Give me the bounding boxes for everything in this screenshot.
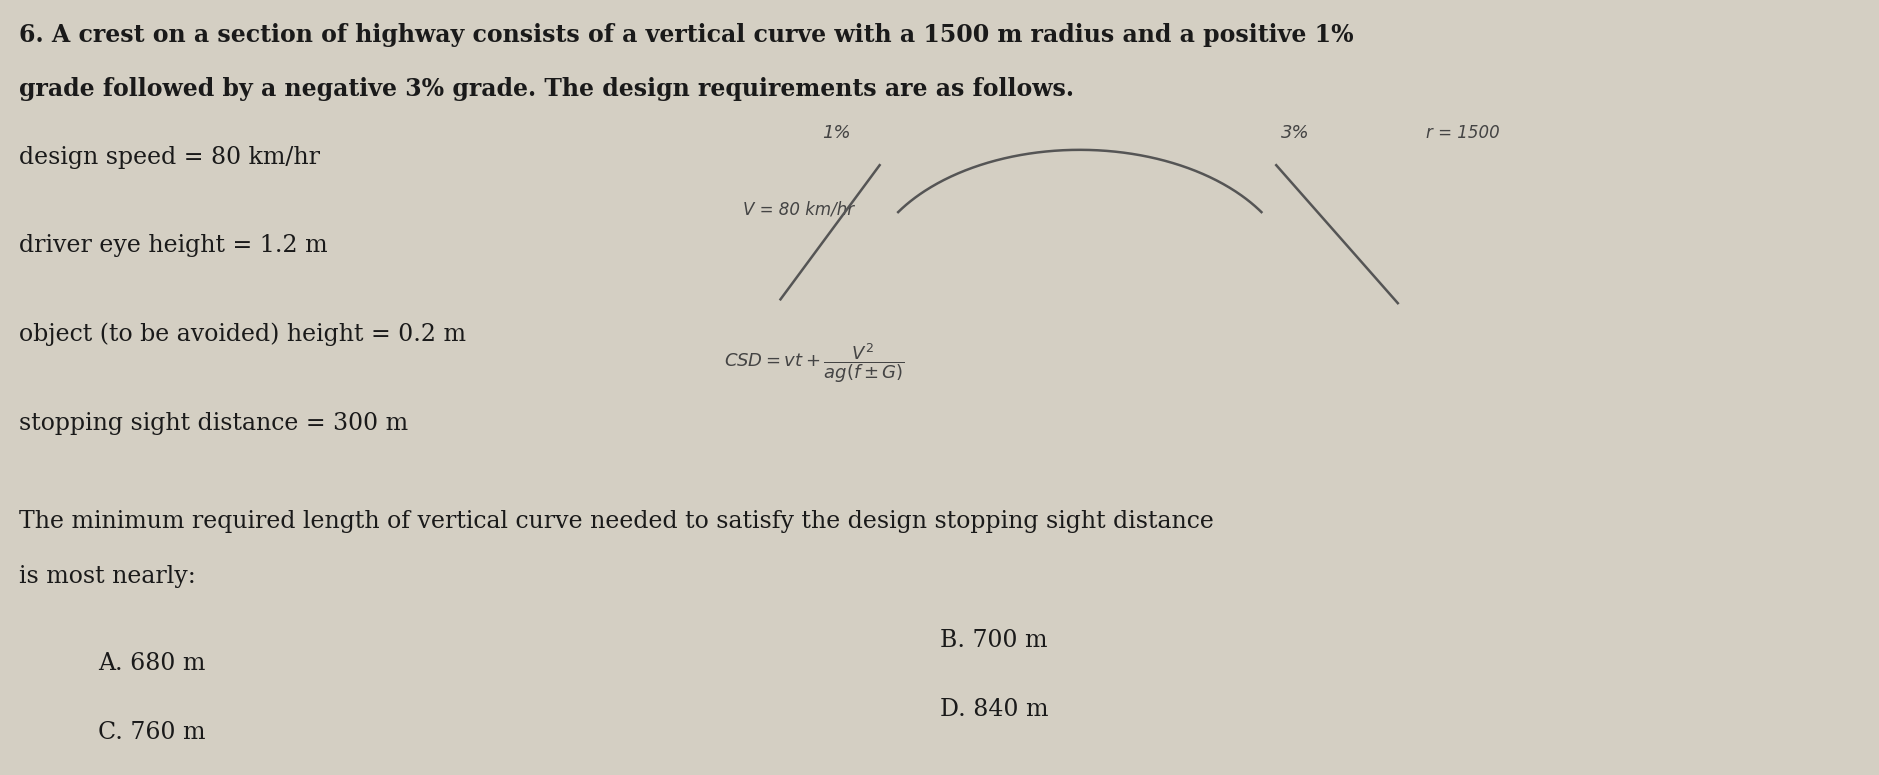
- Text: 6. A crest on a section of highway consists of a vertical curve with a 1500 m ra: 6. A crest on a section of highway consi…: [19, 23, 1353, 47]
- Text: object (to be avoided) height = 0.2 m: object (to be avoided) height = 0.2 m: [19, 322, 466, 346]
- Text: $CSD = vt + \dfrac{V^2}{ag(f \pm G)}$: $CSD = vt + \dfrac{V^2}{ag(f \pm G)}$: [725, 342, 906, 385]
- Text: C. 760 m: C. 760 m: [98, 721, 205, 744]
- Text: The minimum required length of vertical curve needed to satisfy the design stopp: The minimum required length of vertical …: [19, 510, 1214, 533]
- Text: is most nearly:: is most nearly:: [19, 566, 195, 588]
- Text: V = 80 km/hr: V = 80 km/hr: [742, 201, 855, 219]
- Text: stopping sight distance = 300 m: stopping sight distance = 300 m: [19, 412, 408, 435]
- Text: 3%: 3%: [1281, 124, 1310, 142]
- Text: design speed = 80 km/hr: design speed = 80 km/hr: [19, 146, 319, 169]
- Text: B. 700 m: B. 700 m: [940, 629, 1047, 652]
- Text: D. 840 m: D. 840 m: [940, 698, 1048, 721]
- Text: driver eye height = 1.2 m: driver eye height = 1.2 m: [19, 234, 327, 257]
- Text: 1%: 1%: [823, 124, 851, 142]
- Text: r = 1500: r = 1500: [1426, 124, 1499, 142]
- Text: grade followed by a negative 3% grade. The design requirements are as follows.: grade followed by a negative 3% grade. T…: [19, 77, 1075, 101]
- Text: A. 680 m: A. 680 m: [98, 652, 205, 675]
